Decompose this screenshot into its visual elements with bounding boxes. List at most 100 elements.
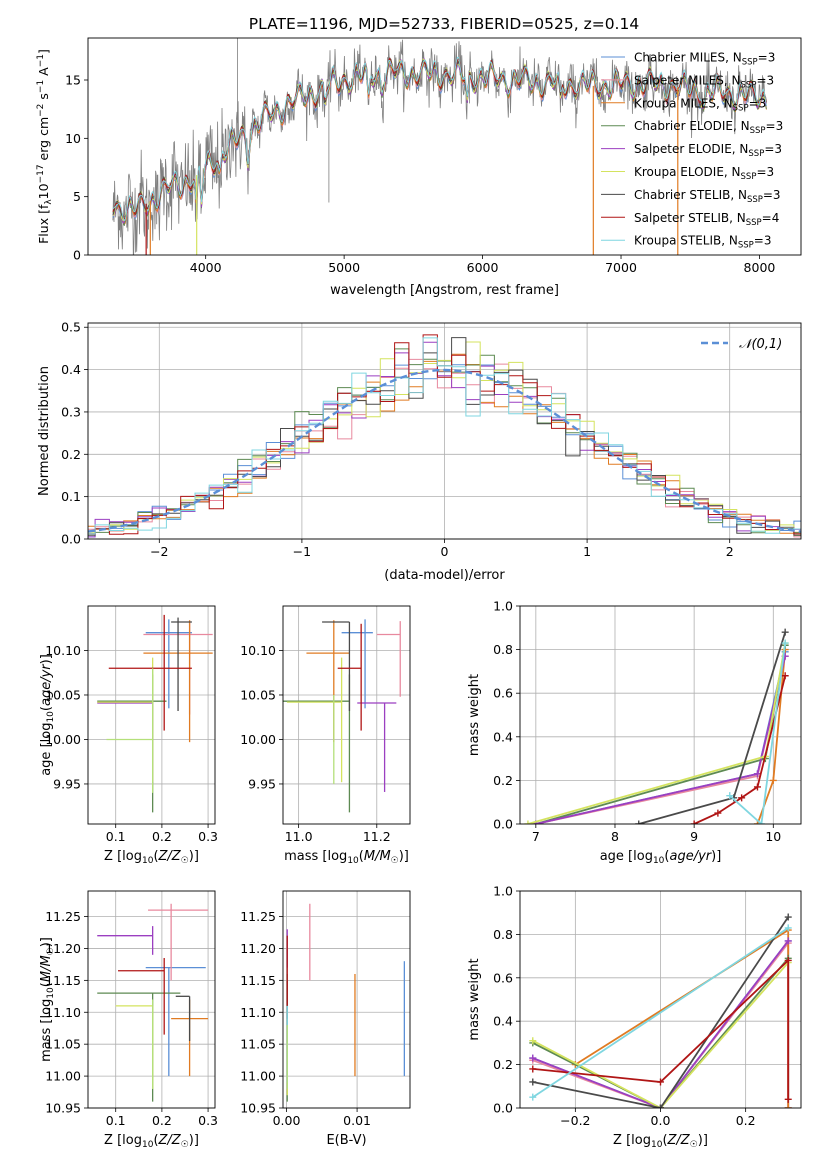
- y-tick-label: 10.95: [45, 1101, 81, 1116]
- mass-weight-marker: [769, 776, 777, 784]
- y-tick-label: 5: [73, 189, 81, 204]
- y-tick-label: 0.2: [493, 773, 513, 788]
- plot-area: [529, 913, 792, 1108]
- mass-weight-marker: [781, 639, 789, 647]
- spectrum-panel: 4000 5000 6000 7000 8000 0 5 10 15 wavelength [An…: [36, 37, 802, 298]
- y-tick-label: 11.15: [45, 973, 81, 988]
- plot-area: [97, 614, 213, 813]
- figure-title: PLATE=1196, MJD=52733, FIBERID=0525, z=0…: [249, 15, 639, 33]
- y-axis-label: age [log10(age/yr)]: [39, 654, 56, 776]
- histogram-step-line: [88, 358, 801, 538]
- y-tick-label: 0.8: [493, 642, 513, 657]
- y-axis-label: mass weight: [467, 674, 482, 756]
- y-tick-label: 0.0: [493, 817, 513, 832]
- grid: [283, 606, 410, 824]
- grid: [283, 891, 410, 1109]
- mass-weight-marker: [738, 794, 746, 802]
- y-tick-label: 11.25: [45, 909, 81, 924]
- x-tick-label: 11.0: [285, 829, 313, 844]
- x-tick-label: 0.1: [106, 1113, 126, 1128]
- mass-vs-metallicity-panel: 0.1 0.2 0.3 10.95 11.00 11.05 11.10 11.15 11.20 1…: [39, 890, 218, 1150]
- axes: 0.1 0.2 0.3 10.95 11.00 11.05 11.10 11.15 11.20 1…: [39, 890, 218, 1150]
- mass-weight-marker: [529, 1037, 537, 1045]
- errorbar-point: [376, 621, 401, 697]
- mass-weight-line: [532, 927, 789, 1098]
- errorbar-point: [357, 702, 397, 792]
- errorbar-point: [97, 926, 154, 955]
- y-tick-label: 0.4: [493, 729, 513, 744]
- mass-weight-marker: [657, 1104, 664, 1108]
- y-tick-label: 0.6: [493, 970, 513, 985]
- legend-label: Chabrier STELIB, NSSP=3: [634, 188, 781, 205]
- y-tick-label: 9.95: [53, 776, 81, 791]
- mass-weight-marker: [690, 820, 698, 824]
- legend-label: 𝒩(0,1): [739, 337, 782, 352]
- x-tick-label: 0.3: [198, 829, 218, 844]
- errorbar-point: [97, 698, 154, 784]
- mass-weight-line: [532, 958, 790, 1100]
- y-tick-label: 0: [73, 248, 81, 263]
- mass-weight-marker: [757, 820, 765, 824]
- legend-label: Chabrier ELODIE, NSSP=3: [634, 119, 783, 136]
- y-axis-label: Flux [fλ10−17 erg cm−2 s−1 A−1]: [36, 49, 54, 244]
- errorbar-point: [106, 668, 154, 793]
- y-tick-label: 0.6: [493, 686, 513, 701]
- y-tick-label: 11.00: [240, 1069, 276, 1084]
- axes-frame: [282, 605, 411, 825]
- y-tick-label: 10.95: [240, 1101, 276, 1116]
- y-tick-label: 11.10: [240, 1005, 276, 1020]
- mass-weight-marker: [781, 628, 789, 636]
- plot-area: [88, 334, 801, 538]
- y-tick-label: 10.00: [240, 732, 276, 747]
- errorbar-point: [148, 903, 209, 981]
- y-tick-label: 11.25: [240, 909, 276, 924]
- mass-weight-marker: [529, 1065, 537, 1073]
- x-tick-label: 7000: [605, 260, 637, 275]
- axes-frame: [87, 890, 216, 1109]
- axes: 11.0 11.2 9.95 10.00 10.05 10.10 mass [log10(M…: [240, 605, 411, 866]
- legend-label: Chabrier MILES, NSSP=3: [634, 51, 775, 68]
- y-tick-label: 10.05: [45, 687, 81, 702]
- y-tick-label: 0.4: [61, 362, 81, 377]
- mass-weight-marker: [657, 1078, 664, 1086]
- y-tick-label: 0.8: [493, 927, 513, 942]
- mass-weight-marker: [784, 937, 792, 945]
- x-tick-label: 10: [765, 829, 781, 844]
- x-tick-label: 8: [611, 829, 619, 844]
- mass-weight-marker: [714, 809, 722, 817]
- x-tick-label: 6000: [467, 260, 499, 275]
- grid: [88, 891, 215, 1109]
- axes: −2 −1 0 1 2 0.0 0.1 0.2 0.3 0.4 0.5 (data-model)/er…: [37, 320, 802, 583]
- y-tick-label: 11.15: [240, 973, 276, 988]
- grid: [520, 890, 801, 1109]
- x-tick-label: 4000: [190, 260, 222, 275]
- errorbar-point: [286, 657, 343, 783]
- y-axis-label: Normed distribution: [37, 366, 52, 496]
- mass-weight-line: [532, 962, 789, 1108]
- normal-distribution-curve: [88, 368, 801, 533]
- y-tick-label: 0.0: [61, 532, 81, 547]
- errorbar-point: [322, 621, 351, 711]
- mass-weight-marker: [529, 1078, 537, 1086]
- mass-weight-marker: [784, 1104, 792, 1108]
- y-tick-label: 11.20: [45, 941, 81, 956]
- x-tick-label: 9: [690, 829, 698, 844]
- y-tick-label: 10.10: [240, 643, 276, 658]
- mass-weight-line: [532, 940, 789, 1108]
- histogram-step-line: [88, 334, 801, 535]
- axes-frame: [87, 37, 802, 256]
- x-tick-label: 11.2: [363, 829, 391, 844]
- mass-weight-marker: [635, 820, 643, 824]
- axes: 0.1 0.2 0.3 9.95 10.00 10.05 10.10 Z [log10(Z/Z…: [39, 605, 218, 866]
- mass-weight-marker: [753, 770, 761, 778]
- errorbar-point: [97, 992, 181, 1102]
- y-tick-label: 0.0: [493, 1101, 513, 1116]
- y-tick-label: 10.10: [45, 643, 81, 658]
- x-tick-label: 0.01: [343, 1113, 371, 1128]
- errorbar-point: [175, 995, 191, 1041]
- y-axis-label: mass [log10(M/M☉)]: [39, 937, 56, 1062]
- axes: 7 8 9 10 0.0 0.2 0.4 0.6 0.8 1.0 mass weight age [l…: [467, 599, 802, 866]
- x-tick-label: 7: [532, 829, 540, 844]
- errorbar-point: [97, 657, 154, 783]
